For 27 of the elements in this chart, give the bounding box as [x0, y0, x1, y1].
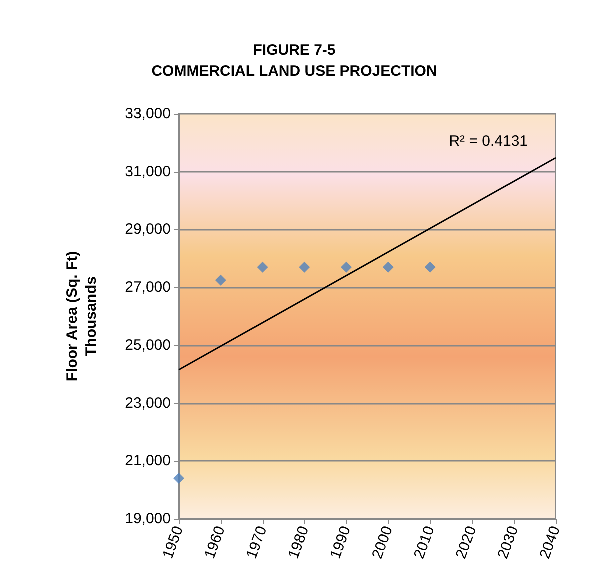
x-tick-label: 2040: [536, 524, 564, 562]
point: [424, 262, 436, 273]
y-tick-label: 29,000: [125, 221, 171, 238]
x-tick-label: 2030: [494, 524, 522, 562]
x-tick-label: 1990: [327, 524, 355, 562]
x-tick-label: 1960: [201, 524, 229, 562]
x-tick-label: 2020: [452, 524, 480, 562]
y-tick-label: 27,000: [125, 279, 171, 296]
annotation: R² = 0.4131: [449, 133, 528, 150]
point: [215, 274, 226, 286]
x-tick-label: 1970: [243, 524, 271, 562]
point: [299, 262, 310, 273]
x-tick-label: 2010: [410, 524, 438, 562]
chart-title: FIGURE 7-5: [253, 42, 336, 59]
y-tick-label: 33,000: [125, 106, 171, 122]
x-tick-label: 2000: [369, 524, 396, 562]
y-tick-label: 25,000: [125, 336, 171, 354]
point: [382, 262, 394, 273]
chart-subtitle: COMMERCIAL LAND USE PROJECTION: [152, 63, 438, 80]
y-tick-label: 21,000: [125, 452, 171, 470]
point: [257, 262, 268, 273]
y-axis-title: Floor Area (Sq. Ft) Thousands: [64, 251, 100, 382]
y-tick-label: 31,000: [125, 163, 171, 180]
point: [174, 473, 184, 484]
y-tick-label: 23,000: [125, 394, 171, 412]
x-tick-label: 1980: [285, 524, 313, 562]
point: [341, 262, 352, 273]
